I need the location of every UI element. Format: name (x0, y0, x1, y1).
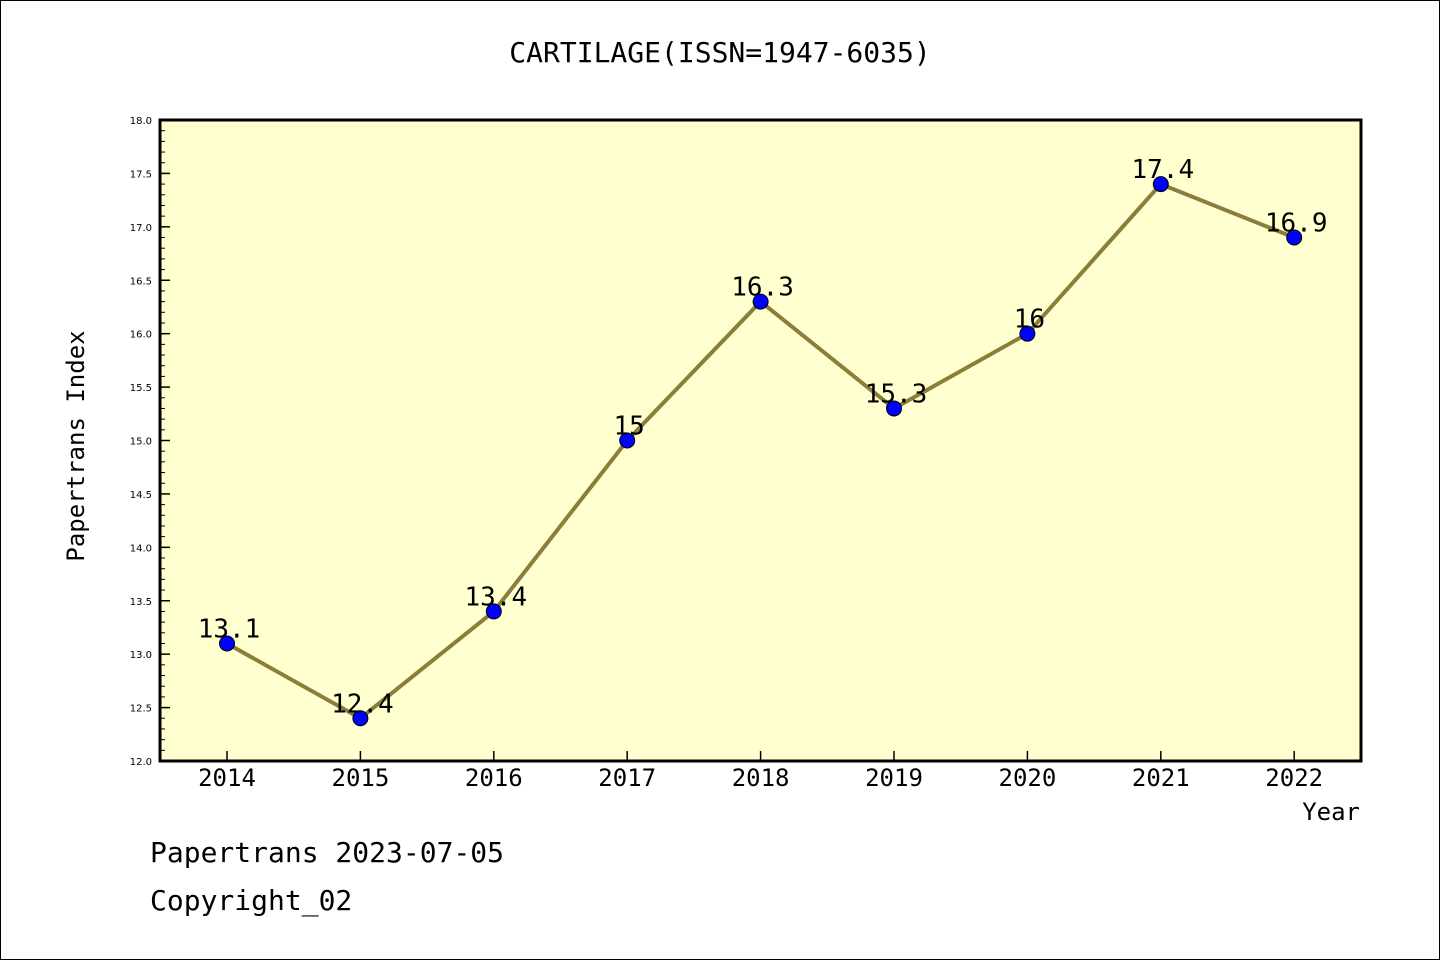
x-axis: 2014 2015 2016 2017 2018 2019 2020 2021 2022 (198, 751, 1323, 792)
x-tick-label: 2020 (999, 764, 1057, 792)
x-tick-label: 2014 (198, 764, 256, 792)
data-label: 16.3 (731, 273, 794, 303)
y-axis: 12.0 12.5 13.0 13.5 14.0 14.5 15.0 15.5 16.0 16.5… (130, 116, 170, 768)
x-tick-label: 2018 (732, 764, 790, 792)
chart-title: CARTILAGE(ISSN=1947-6035) (509, 36, 931, 69)
data-label: 13.1 (198, 614, 261, 644)
data-label: 17.4 (1131, 155, 1194, 185)
x-tick-label: 2015 (332, 764, 390, 792)
y-tick-label: 13.0 (130, 650, 152, 661)
y-tick-label: 16.5 (130, 276, 152, 287)
y-tick-label: 15.0 (130, 437, 152, 448)
y-tick-label: 18.0 (130, 116, 152, 127)
y-tick-label: 17.0 (130, 223, 152, 234)
data-markers (219, 176, 1303, 727)
x-tick-label: 2017 (598, 764, 656, 792)
x-tick-label: 2021 (1132, 764, 1190, 792)
y-tick-label: 14.5 (130, 490, 152, 501)
data-label: 15.3 (865, 379, 928, 409)
footer-date: Papertrans 2023-07-05 (150, 836, 505, 869)
data-point (219, 635, 235, 652)
data-point (1019, 325, 1036, 342)
x-tick-label: 2022 (1265, 764, 1323, 792)
y-tick-label: 15.5 (130, 383, 152, 394)
data-point (485, 603, 502, 620)
y-tick-label: 14.0 (130, 543, 152, 554)
x-axis-label: Year (1302, 798, 1360, 826)
y-axis-label: Papertrans Index (62, 330, 90, 561)
data-point (1152, 176, 1169, 193)
data-label: 16.9 (1265, 209, 1328, 239)
x-tick-label: 2019 (865, 764, 923, 792)
data-label: 13.4 (464, 582, 527, 612)
y-tick-label: 16.0 (130, 330, 152, 341)
footer-copyright: Copyright_02 (150, 884, 353, 917)
y-tick-label: 12.0 (130, 757, 152, 768)
data-label: 15 (614, 412, 645, 442)
data-point (619, 432, 636, 449)
y-tick-label: 13.5 (130, 597, 152, 608)
data-point (886, 400, 902, 417)
data-point (752, 293, 769, 310)
y-tick-label: 17.5 (130, 169, 152, 180)
data-labels: 13.1 12.4 13.4 15 16.3 15.3 16 17.4 16.9 (198, 155, 1328, 719)
data-point (352, 710, 369, 727)
data-label: 12.4 (331, 689, 394, 719)
x-tick-label: 2016 (465, 764, 523, 792)
data-point (1286, 229, 1303, 246)
y-tick-label: 12.5 (130, 704, 152, 715)
data-label: 16 (1014, 305, 1045, 335)
plot-area (158, 118, 1363, 763)
